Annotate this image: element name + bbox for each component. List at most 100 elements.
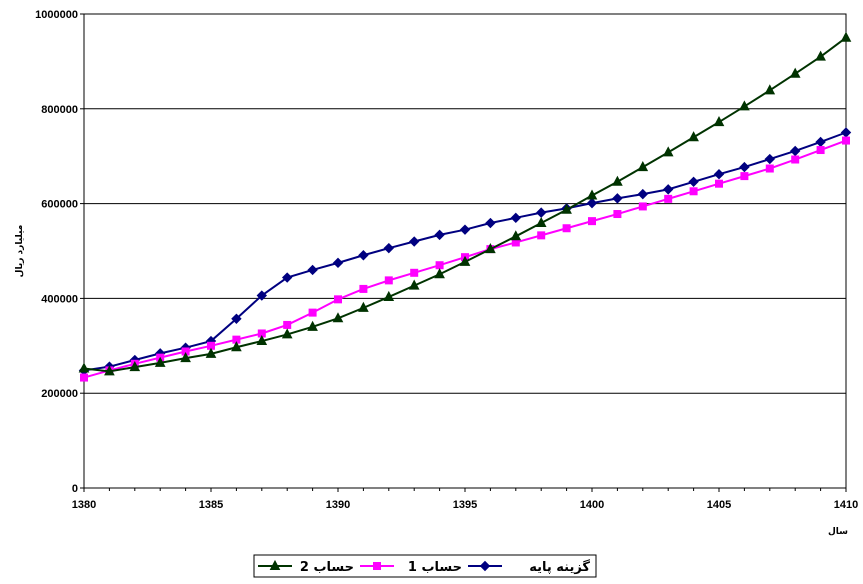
legend: گزینه پایه حساب 1 حساب 2 [253,554,597,578]
y-axis-title: میلیارد ریال [15,225,25,278]
data-point-0-29 [815,136,826,148]
data-point-2-26 [739,100,750,111]
data-point-2-27 [764,84,776,95]
data-point-2-14 [434,268,445,279]
data-point-0-7 [256,290,268,301]
data-point-2-21 [612,175,623,186]
data-point-0-11 [358,250,369,261]
x-tick-label-6: 1410 [834,499,858,511]
data-point-0-15 [459,224,471,235]
series-triangle [78,31,852,376]
data-point-2-24 [688,131,699,142]
data-point-0-22 [637,188,649,200]
legend-swatch-marker-2 [269,559,281,570]
x-tick-label-0: 1380 [72,499,96,511]
data-point-2-8 [281,328,293,339]
data-point-2-18 [535,216,547,228]
data-point-1-21 [613,210,622,219]
data-point-0-17 [510,212,522,224]
y-tick-label-2: 400000 [41,293,78,305]
legend-label-2: حساب 2 [300,560,354,575]
data-point-0-6 [231,313,242,324]
data-point-1-9 [308,308,317,317]
data-point-1-8 [283,320,292,329]
data-point-0-14 [434,229,445,241]
data-point-0-28 [789,145,801,157]
data-point-2-22 [637,161,649,172]
legend-label-1: حساب 1 [408,560,462,575]
data-point-1-27 [765,164,774,173]
legend-swatch-marker-0 [479,560,491,572]
x-tick-label-3: 1395 [453,499,477,511]
legend-box [253,554,597,578]
data-point-2-6 [231,341,242,352]
y-tick-label-5: 1000000 [35,9,78,21]
data-point-1-14 [435,261,444,270]
data-point-1-29 [816,146,825,155]
data-point-2-5 [205,347,217,358]
data-point-1-26 [740,172,749,181]
data-point-1-10 [334,295,342,304]
series [78,31,852,382]
data-point-2-30 [840,31,852,42]
data-point-2-19 [561,203,572,214]
x-axis-title: سال [828,527,848,537]
data-point-2-11 [358,301,369,312]
y-tick-label-1: 200000 [41,388,78,400]
data-point-0-21 [612,193,623,204]
legend-item-2: حساب 2 [258,559,354,575]
data-point-1-11 [359,284,368,293]
x-tick-label-1: 1385 [199,499,223,511]
data-point-2-1 [104,365,115,376]
axes: 0 200000 400000 600000 800000 1000000 1380 1385… [35,9,858,511]
data-point-2-10 [332,312,344,323]
data-point-0-25 [713,169,725,180]
data-point-1-19 [562,224,571,233]
data-point-2-0 [78,362,90,373]
data-point-2-29 [815,50,826,61]
y-tick-label-3: 600000 [41,199,78,211]
x-tick-label-4: 1400 [580,499,604,511]
data-point-0-20 [586,197,598,209]
series-line-0 [83,131,847,372]
data-point-0-23 [662,184,674,195]
data-point-1-20 [588,217,596,226]
data-point-2-25 [713,116,725,127]
data-point-0-16 [485,217,496,229]
data-point-2-3 [154,356,166,367]
data-point-1-22 [638,202,647,211]
data-point-2-20 [586,189,598,200]
series-line-2 [83,36,847,373]
data-point-2-15 [459,255,471,266]
data-point-2-23 [662,146,674,157]
data-point-1-18 [537,231,546,240]
plot-area [83,13,847,489]
data-point-0-8 [281,272,293,283]
data-point-1-23 [664,194,673,203]
data-point-0-12 [383,242,395,254]
data-point-1-24 [689,187,698,196]
data-point-2-16 [485,243,496,254]
data-point-2-17 [510,230,522,241]
legend-item-1: حساب 1 [360,560,462,575]
x-tick-label-5: 1405 [707,499,731,511]
data-point-0-10 [332,257,344,269]
data-point-0-13 [408,236,420,247]
legend-swatch-marker-1 [373,562,381,570]
data-point-0-27 [764,153,776,165]
legend-item-0: گزینه پایه [468,559,590,575]
data-point-2-13 [408,279,420,290]
y-tick-label-0: 0 [72,483,78,495]
data-point-0-18 [535,207,547,218]
data-point-0-30 [840,127,852,138]
data-point-1-13 [410,268,419,277]
y-tick-label-4: 800000 [41,104,78,116]
data-point-0-26 [739,161,750,173]
data-point-1-12 [384,276,393,285]
data-point-0-9 [307,264,318,276]
data-point-2-12 [383,290,395,301]
x-tick-label-2: 1390 [326,499,350,511]
data-point-1-25 [715,179,723,188]
